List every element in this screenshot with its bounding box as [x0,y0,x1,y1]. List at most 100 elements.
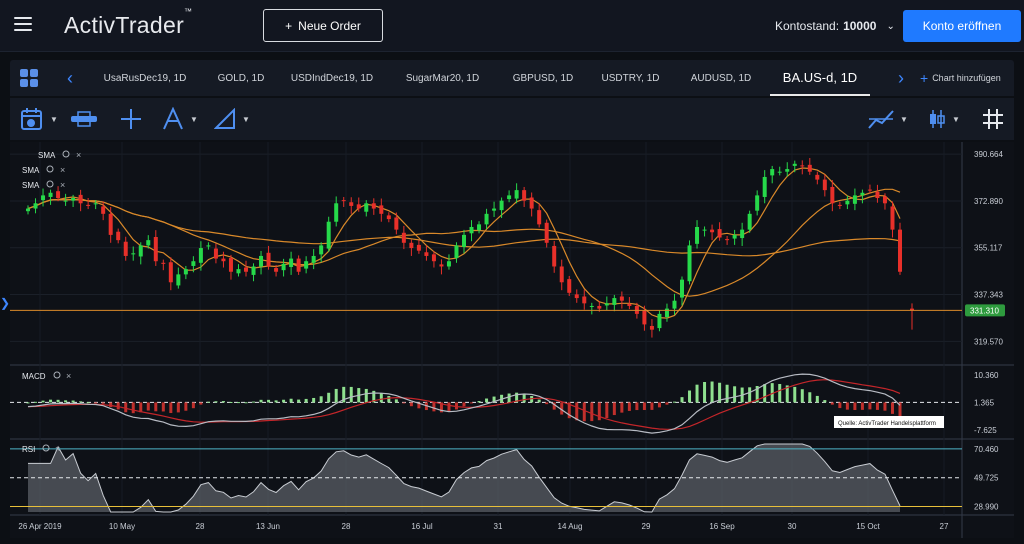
macd-bar [282,399,286,403]
layout-grid-icon[interactable] [20,69,38,87]
macd-bar [34,401,38,403]
macd-bar [312,397,316,403]
macd-bar [146,402,150,411]
close-icon[interactable]: × [60,165,65,175]
candle-body [777,171,782,173]
macd-bar [409,402,413,407]
candlestick-tool[interactable]: ▼ [928,107,960,131]
new-order-button[interactable]: + Neue Order [263,9,383,42]
crosshair-tool[interactable] [120,107,142,131]
sma-label-1[interactable]: SMA [38,151,56,160]
candle-body [228,258,233,272]
tabs-prev-button[interactable]: ‹ [67,68,73,88]
candle-body [755,195,760,211]
macd-bar [785,385,789,403]
settings-icon[interactable] [62,150,70,158]
shape-tool-icon [214,108,235,129]
candle-body [537,210,542,225]
current-price-line: 331.310 [10,304,1005,317]
candle-body [882,196,887,204]
tab-usdtry[interactable]: USDTRY, 1D [588,60,673,96]
price-tick: 355.117 [974,244,1003,253]
macd-label[interactable]: MACD [22,372,46,381]
sma-label-3[interactable]: SMA [22,181,40,190]
macd-pane: 10.360 1.365 -7.625 [10,371,999,435]
macd-bar [612,402,616,416]
candle-body [146,240,151,246]
candle-body [153,236,158,262]
candle-body [56,191,61,199]
candle-body [251,266,256,275]
macd-bar [748,387,752,403]
indicator-tool[interactable]: ▼ [868,107,908,131]
open-account-button[interactable]: Konto eröffnen [903,10,1021,42]
macd-bar [485,398,489,403]
logo-text: ActivTrader [64,12,185,38]
candle-body [634,305,639,314]
macd-bar [64,400,68,403]
caret-down-icon: ▼ [952,114,960,124]
close-icon[interactable]: × [66,371,71,381]
chart-area[interactable]: 331.310 390.664 372.890 355.117 337.343 319.… [10,142,1014,538]
settings-icon[interactable] [46,165,54,173]
candle-body [627,303,632,306]
macd-bar [86,402,90,404]
bar-type-tool[interactable] [70,107,98,131]
tab-ba-us-d[interactable]: BA.US-d, 1D [770,60,870,96]
macd-bar [552,402,556,410]
chart-svg[interactable]: 331.310 390.664 372.890 355.117 337.343 319.… [10,142,1014,538]
plus-icon: + [920,70,929,86]
tab-gbpusd[interactable]: GBPUSD, 1D [498,60,588,96]
candle-body [612,298,617,305]
caret-down-icon: ▼ [900,114,908,124]
add-chart-button[interactable]: + Chart hinzufügen [920,60,1001,96]
settings-icon[interactable] [53,371,61,379]
tab-sugarmar20[interactable]: SugarMar20, 1D [390,60,495,96]
macd-bar [755,386,759,403]
tab-gold[interactable]: GOLD, 1D [202,60,280,96]
price-tick: 337.343 [974,291,1003,300]
macd-bar [161,402,165,412]
macd-bar [890,402,894,414]
macd-bar [838,402,842,409]
sma-label-2[interactable]: SMA [22,166,40,175]
time-tick: 16 Jul [411,522,433,531]
candle-body [910,308,914,311]
macd-bar [109,402,113,408]
macd-bar [447,402,451,412]
candle-body [123,241,128,256]
menu-icon[interactable] [14,17,32,31]
candle-body [296,258,301,272]
candle-body [236,269,241,274]
candle-body [492,208,497,211]
time-axis: 26 Apr 2019 10 May 28 13 Jun 28 16 Jul 31 14 Au… [18,522,949,531]
candle-body [717,229,722,238]
rsi-label[interactable]: RSI [22,445,35,454]
macd-bar [214,401,218,403]
settings-icon[interactable] [46,180,54,188]
tabs-next-button[interactable]: › [898,68,904,88]
macd-bar [372,390,376,403]
tab-usarusdec19[interactable]: UsaRusDec19, 1D [90,60,200,96]
candle-body [552,245,557,267]
close-icon[interactable]: × [76,150,81,160]
drawing-tool[interactable]: ▼ [162,107,198,131]
calendar-tool[interactable]: ▼ [20,107,58,131]
candle-body [462,234,466,247]
shape-tool[interactable]: ▼ [214,107,250,131]
close-icon[interactable]: × [60,180,65,190]
account-balance-dropdown[interactable]: Kontostand: 10000 ⌄ [775,19,895,33]
caret-down-icon: ▼ [242,114,250,124]
close-icon[interactable]: × [55,444,60,454]
candle-body [875,191,880,199]
grid-toggle[interactable] [982,107,1004,131]
macd-bar [650,402,654,410]
side-panel-toggle-icon[interactable]: ❯ [0,296,11,310]
settings-icon[interactable] [42,444,50,452]
tab-usdinddec19[interactable]: USDIndDec19, 1D [282,60,382,96]
macd-bar [470,402,474,404]
candle-body [815,174,820,180]
candle-body [319,245,324,255]
tab-audusd[interactable]: AUDUSD, 1D [677,60,765,96]
candle-body [431,254,436,262]
